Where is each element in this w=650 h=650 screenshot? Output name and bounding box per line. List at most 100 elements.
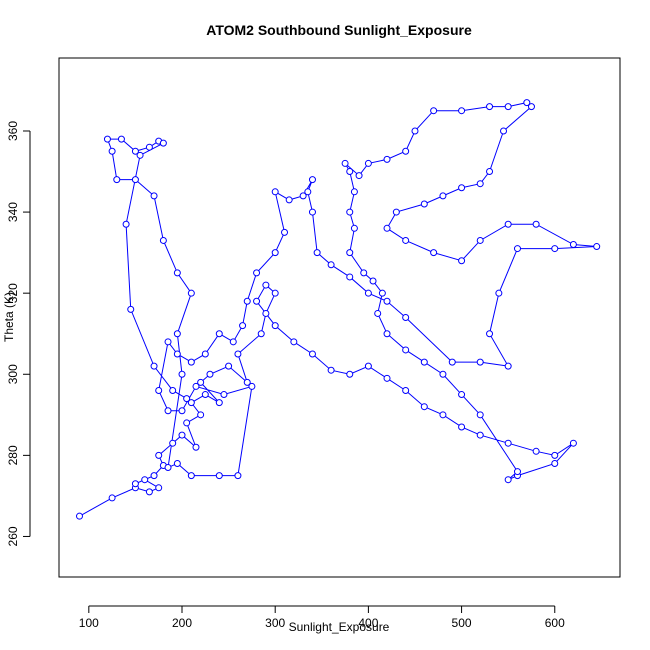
data-point [271, 322, 279, 330]
data-point [169, 439, 177, 447]
data-point [215, 399, 223, 407]
data-point [215, 330, 223, 338]
data-point [495, 289, 503, 297]
data-point [458, 391, 466, 399]
data-point [257, 330, 265, 338]
data-point [551, 245, 559, 253]
data-point [551, 451, 559, 459]
data-point [476, 236, 484, 244]
data-point [150, 192, 158, 200]
data-point [164, 464, 172, 472]
data-point [439, 411, 447, 419]
data-point [350, 188, 358, 196]
data-point [141, 476, 149, 484]
data-point [150, 472, 158, 480]
data-point [392, 208, 400, 216]
data-point [355, 172, 363, 180]
data-point [253, 297, 261, 305]
x-tick-label: 100 [79, 616, 99, 630]
data-point [187, 358, 195, 366]
data-point [253, 269, 261, 277]
data-point [402, 236, 410, 244]
data-point [346, 273, 354, 281]
data-point [187, 472, 195, 480]
data-point [430, 249, 438, 257]
data-point [383, 330, 391, 338]
data-point [458, 184, 466, 192]
data-point [411, 127, 419, 135]
data-point [271, 188, 279, 196]
x-tick-label: 300 [265, 616, 285, 630]
data-point [206, 370, 214, 378]
y-tick-label: 340 [6, 202, 20, 222]
data-point [155, 484, 163, 492]
x-tick-label: 500 [452, 616, 472, 630]
data-point [308, 350, 316, 358]
data-point [402, 314, 410, 321]
data-point [383, 374, 391, 382]
plot-frame [58, 57, 621, 578]
data-point [420, 403, 428, 411]
data-point [439, 192, 447, 200]
data-point [551, 459, 559, 467]
data-point [486, 103, 494, 111]
data-point [150, 362, 158, 370]
data-point [271, 249, 279, 257]
data-point [504, 103, 512, 111]
data-point [308, 176, 316, 184]
data-point [448, 358, 456, 366]
data-point [476, 358, 484, 366]
data-point [299, 192, 307, 200]
data-point [458, 107, 466, 115]
data-point [346, 168, 354, 176]
data-point [108, 494, 116, 502]
data-point [164, 407, 172, 415]
data-point [346, 208, 354, 216]
data-point [383, 297, 391, 305]
data-point [243, 297, 251, 305]
data-point [234, 350, 242, 358]
data-point [569, 439, 577, 447]
data-point [304, 188, 312, 196]
data-point [178, 431, 186, 439]
x-tick-label: 200 [172, 616, 192, 630]
data-point [476, 180, 484, 188]
data-point [281, 228, 289, 236]
data-point [285, 196, 293, 204]
data-point [290, 338, 298, 346]
y-axis-label: Theta (K) [2, 292, 16, 342]
data-point [360, 269, 368, 277]
data-point [215, 472, 223, 480]
data-point [192, 382, 200, 390]
data-point [164, 338, 172, 346]
data-point [532, 447, 540, 455]
data-point [159, 139, 167, 147]
data-point [234, 472, 242, 480]
data-point [136, 151, 144, 159]
data-point [383, 224, 391, 232]
data-point [350, 224, 358, 232]
data-point [155, 386, 163, 394]
y-tick-label: 320 [6, 283, 20, 303]
data-point [504, 476, 512, 484]
data-point [262, 309, 270, 317]
data-point [145, 143, 153, 151]
data-point [369, 277, 377, 285]
data-point [486, 330, 494, 338]
data-point [486, 168, 494, 176]
data-point [439, 370, 447, 378]
data-point [173, 269, 181, 277]
data-point [225, 362, 233, 370]
data-point [201, 391, 209, 399]
data-point [220, 391, 228, 399]
data-point [187, 399, 195, 407]
data-point [327, 261, 335, 269]
y-tick-label: 300 [6, 364, 20, 384]
data-point [308, 208, 316, 216]
data-point [513, 468, 521, 476]
data-point [513, 245, 521, 253]
data-point [504, 439, 512, 447]
data-point [131, 147, 139, 155]
data-point [187, 289, 195, 297]
data-point [346, 249, 354, 257]
